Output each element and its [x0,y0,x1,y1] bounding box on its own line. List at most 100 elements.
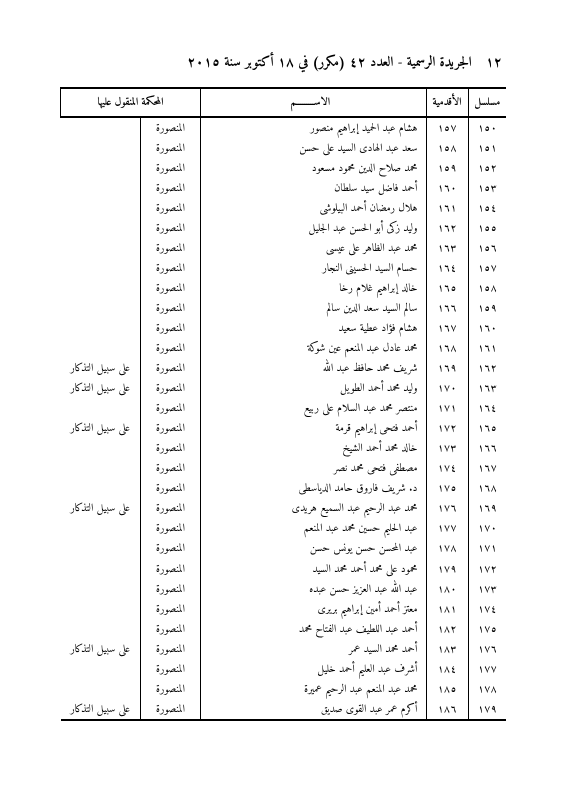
table-row: ١٥٢١٥٩محمد صلاح الدين محمود مسعودالمنصور… [61,158,507,178]
cell-seniority: ١٥٩ [426,158,468,178]
cell-serial: ١٦١ [468,339,506,359]
table-header-row: مسلسل الأقدمية الاســـــــــم المحكمة ال… [61,88,507,117]
table-row: ١٥٩١٦٦سالم السيد سعد الدين سالمالمنصورة [61,298,507,318]
cell-seniority: ١٦٣ [426,238,468,258]
cell-serial: ١٥٥ [468,218,506,238]
cell-court: المنصورة [141,339,201,359]
cell-note [61,178,141,198]
table-row: ١٥٤١٦١هلال رمضان أحمد البيلوشىالمنصورة [61,198,507,218]
th-court: المحكمة المنقول عليها [61,88,201,117]
cell-name: حسام السيد الحسينى النجار [201,258,427,278]
cell-court: المنصورة [141,539,201,559]
table-row: ١٧١١٧٨عبد المحسن حسن يونس حسنالمنصورة [61,539,507,559]
cell-name: أحمد محمد السيد عمر [201,639,427,659]
cell-note [61,559,141,579]
cell-note [61,539,141,559]
cell-court: المنصورة [141,399,201,419]
cell-note [61,439,141,459]
cell-serial: ١٥٣ [468,178,506,198]
cell-court: المنصورة [141,479,201,499]
cell-seniority: ١٦٠ [426,178,468,198]
cell-seniority: ١٦٧ [426,318,468,338]
cell-court: المنصورة [141,379,201,399]
cell-serial: ١٦٨ [468,479,506,499]
cell-serial: ١٥٨ [468,278,506,298]
cell-court: المنصورة [141,218,201,238]
cell-note [61,117,141,138]
cell-serial: ١٧٠ [468,519,506,539]
table-row: ١٧٧١٨٤أشرف عبد العليم أحمد خليلالمنصورة [61,659,507,679]
table-row: ١٥٠١٥٧هشام عبد الحميد إبراهيم منصورالمنص… [61,117,507,138]
cell-serial: ١٥٦ [468,238,506,258]
cell-note [61,258,141,278]
cell-seniority: ١٨٥ [426,679,468,699]
cell-serial: ١٧٩ [468,699,506,720]
cell-serial: ١٦٧ [468,459,506,479]
cell-seniority: ١٨٠ [426,579,468,599]
cell-court: المنصورة [141,178,201,198]
table-row: ١٧٠١٧٧عبد الحليم حسين محمد عبد المنعمالم… [61,519,507,539]
cell-court: المنصورة [141,579,201,599]
cell-seniority: ١٨٦ [426,699,468,720]
cell-seniority: ١٧٨ [426,539,468,559]
cell-name: أحمد عبد اللطيف عبد الفتاح محمد [201,619,427,639]
cell-name: محمد صلاح الدين محمود مسعود [201,158,427,178]
cell-name: أشرف عبد العليم أحمد خليل [201,659,427,679]
cell-seniority: ١٧٤ [426,459,468,479]
table-row: ١٦٨١٧٥د. شريف فاروق حامد الدياسطىالمنصور… [61,479,507,499]
cell-serial: ١٦٣ [468,379,506,399]
cell-name: أكرم عمر عبد القوى صديق [201,699,427,720]
cell-seniority: ١٦٤ [426,258,468,278]
cell-note [61,579,141,599]
cell-court: المنصورة [141,359,201,379]
cell-serial: ١٧٤ [468,599,506,619]
table-row: ١٦٤١٧١منتصر محمد عبد السلام على ربيعالمن… [61,399,507,419]
table-row: ١٦٠١٦٧هشام فؤاد عطية سعيدالمنصورة [61,318,507,338]
cell-seniority: ١٦١ [426,198,468,218]
judges-table: مسلسل الأقدمية الاســـــــــم المحكمة ال… [60,87,506,721]
cell-court: المنصورة [141,439,201,459]
cell-seniority: ١٥٧ [426,117,468,138]
table-row: ١٧٦١٨٣أحمد محمد السيد عمرالمنصورةعلى سبي… [61,639,507,659]
cell-note: على سبيل التذكار [61,419,141,439]
cell-court: المنصورة [141,639,201,659]
cell-seniority: ١٦٨ [426,339,468,359]
table-row: ١٦٥١٧٢أحمد فتحى إبراهيم قرمةالمنصورةعلى … [61,419,507,439]
cell-note: على سبيل التذكار [61,639,141,659]
cell-seniority: ١٨٣ [426,639,468,659]
cell-court: المنصورة [141,419,201,439]
table-row: ١٥١١٥٨سعد عبد الهادى السيد على حسنالمنصو… [61,138,507,158]
cell-court: المنصورة [141,659,201,679]
cell-note [61,479,141,499]
th-serial: مسلسل [468,88,506,117]
table-row: ١٦٢١٦٩شريف محمد حافظ عبد اللهالمنصورةعلى… [61,359,507,379]
cell-name: خالد محمد أحمد الشيخ [201,439,427,459]
cell-seniority: ١٧٦ [426,499,468,519]
cell-seniority: ١٧٣ [426,439,468,459]
cell-seniority: ١٧٠ [426,379,468,399]
cell-note: على سبيل التذكار [61,379,141,399]
cell-court: المنصورة [141,559,201,579]
cell-name: عبد الحليم حسين محمد عبد المنعم [201,519,427,539]
cell-name: سالم السيد سعد الدين سالم [201,298,427,318]
cell-name: وليد محمد أحمد الطويل [201,379,427,399]
cell-serial: ١٥٠ [468,117,506,138]
cell-name: عبد الله عبد العزيز حسن عبده [201,579,427,599]
cell-note [61,619,141,639]
cell-court: المنصورة [141,499,201,519]
cell-serial: ١٥١ [468,138,506,158]
cell-name: محمد عادل عبد المنعم عين شوكة [201,339,427,359]
cell-name: محمد عبد الظاهر على عيسى [201,238,427,258]
cell-seniority: ١٥٨ [426,138,468,158]
cell-serial: ١٦٩ [468,499,506,519]
cell-serial: ١٧٥ [468,619,506,639]
cell-name: هشام عبد الحميد إبراهيم منصور [201,117,427,138]
th-seniority: الأقدمية [426,88,468,117]
cell-note [61,238,141,258]
cell-court: المنصورة [141,117,201,138]
table-row: ١٦٦١٧٣خالد محمد أحمد الشيخالمنصورة [61,439,507,459]
cell-name: محمود على محمد أحمد محمد السيد [201,559,427,579]
cell-seniority: ١٦٦ [426,298,468,318]
page-number: ١٢ [486,50,502,75]
cell-serial: ١٥٤ [468,198,506,218]
